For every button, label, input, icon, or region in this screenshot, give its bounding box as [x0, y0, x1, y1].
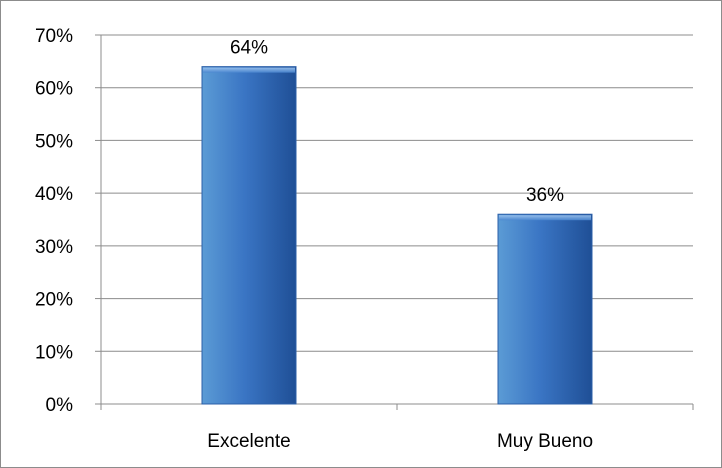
y-tick-label: 70%	[35, 26, 73, 47]
y-tick-label: 30%	[35, 237, 73, 258]
y-tick-label: 10%	[35, 342, 73, 363]
y-tick-label: 0%	[46, 395, 74, 416]
x-tick-label: Excelente	[207, 431, 290, 452]
bar	[497, 213, 593, 405]
bar-group	[201, 66, 297, 405]
y-tick-label: 50%	[35, 131, 73, 152]
bar	[201, 66, 297, 405]
bars	[201, 66, 593, 405]
bar-group	[497, 213, 593, 405]
y-tick-label: 20%	[35, 290, 73, 311]
data-label: 36%	[526, 185, 564, 206]
y-tick-label: 40%	[35, 184, 73, 205]
data-label: 64%	[230, 38, 268, 59]
bar-highlight	[499, 215, 591, 221]
gridlines	[101, 34, 693, 352]
x-tick-label: Muy Bueno	[497, 431, 593, 452]
bar-highlight	[203, 67, 295, 73]
labels: 0% 10% 20% 30% 40% 50% 60% 70% 64% Excelente 36% Mu…	[35, 26, 593, 452]
axes	[95, 34, 694, 410]
y-tick-label: 60%	[35, 79, 73, 100]
